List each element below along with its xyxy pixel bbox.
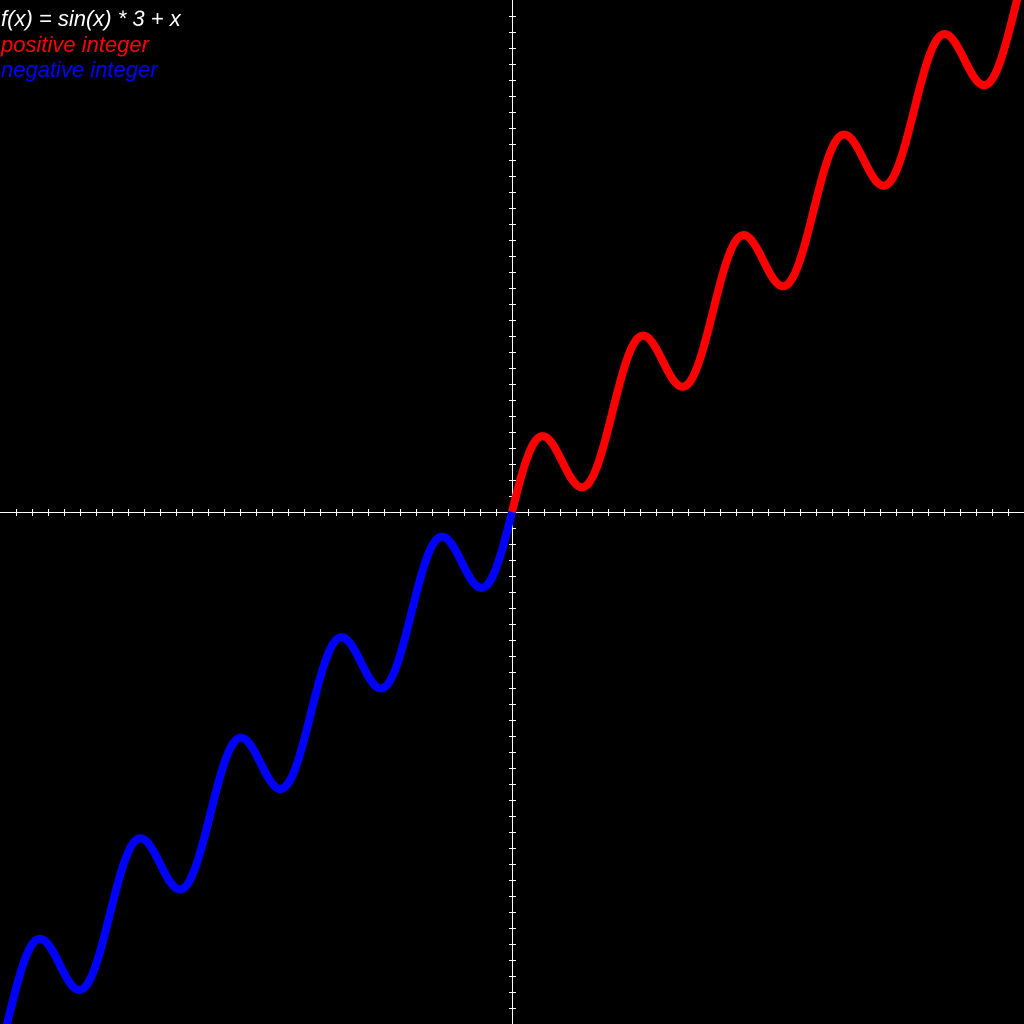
legend-entry-positive: positive integer (1, 31, 149, 57)
series-negative-line (2, 509, 516, 1024)
series-positive-line (508, 0, 1022, 515)
chart-title: f(x) = sin(x) * 3 + x (1, 6, 181, 31)
legend-entry-negative: negative integer (1, 57, 158, 82)
legend: f(x) = sin(x) * 3 + x positive integer n… (1, 6, 181, 83)
